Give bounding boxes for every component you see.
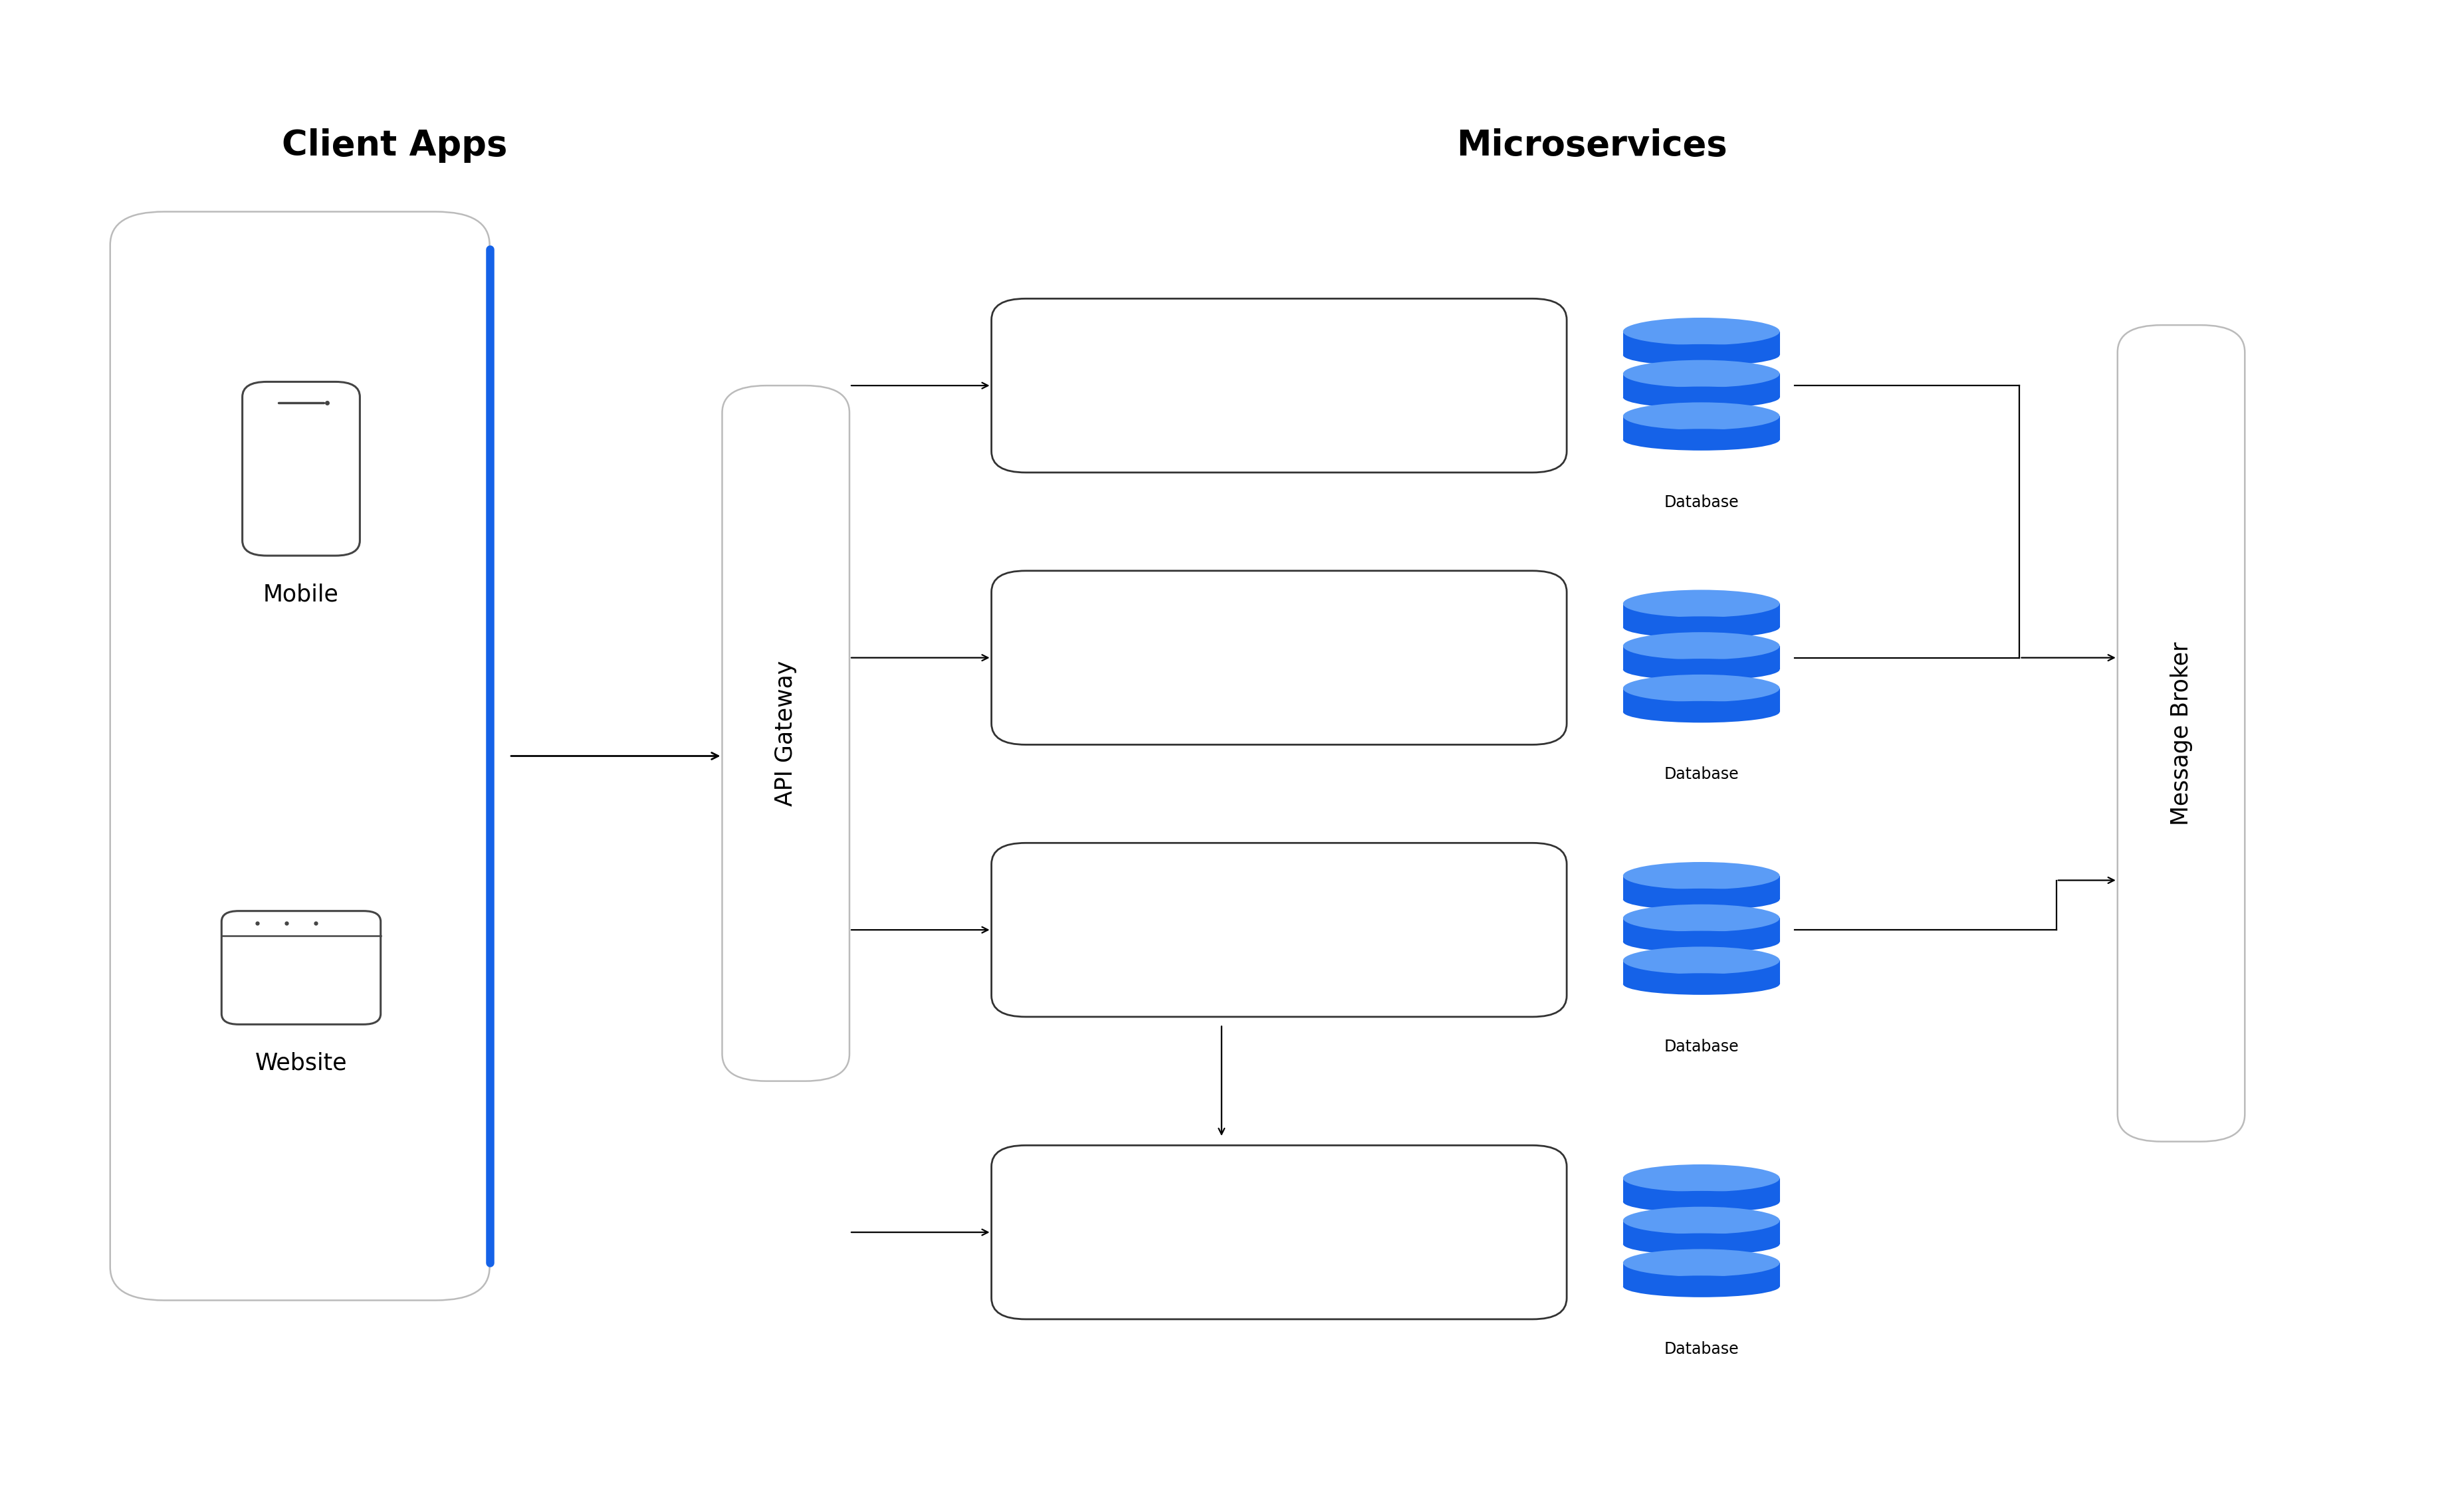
Bar [1623,1263,1780,1287]
Bar [1623,960,1780,984]
Ellipse shape [1623,974,1780,995]
Ellipse shape [1623,1191,1780,1213]
Ellipse shape [1623,345,1780,366]
Text: Message Broker: Message Broker [2169,641,2193,826]
Bar [1623,646,1780,670]
Text: Database: Database [1665,767,1738,783]
Bar [1623,918,1780,942]
Bar [1623,373,1780,398]
Text: Discount: Discount [1222,918,1337,942]
Text: Ordering: Ordering [1222,1220,1337,1244]
Text: Database: Database [1665,1341,1738,1358]
Bar [1623,688,1780,712]
FancyBboxPatch shape [242,383,360,556]
Ellipse shape [1623,387,1780,408]
Text: Catalog: Catalog [1229,373,1329,398]
Text: Client Apps: Client Apps [282,129,507,163]
Ellipse shape [1623,360,1780,387]
Ellipse shape [1623,674,1780,702]
FancyBboxPatch shape [2118,325,2245,1142]
Ellipse shape [1623,931,1780,953]
Ellipse shape [1623,947,1780,974]
Ellipse shape [1623,318,1780,345]
FancyBboxPatch shape [991,844,1567,1016]
Bar [1623,1178,1780,1202]
Ellipse shape [1623,429,1780,451]
Text: Database: Database [1665,494,1738,511]
Ellipse shape [1623,1234,1780,1255]
Ellipse shape [1623,1249,1780,1276]
Ellipse shape [1623,590,1780,617]
Ellipse shape [1623,1164,1780,1191]
Ellipse shape [1623,632,1780,659]
FancyBboxPatch shape [991,299,1567,472]
Ellipse shape [1623,659,1780,680]
Text: Shopping Cart: Shopping Cart [1187,646,1371,670]
Bar [1623,875,1780,900]
Ellipse shape [1623,617,1780,638]
FancyBboxPatch shape [991,1146,1567,1318]
Ellipse shape [1623,904,1780,931]
Text: Website: Website [255,1052,348,1074]
FancyBboxPatch shape [220,910,382,1025]
Ellipse shape [1623,1207,1780,1234]
Bar [1623,603,1780,627]
FancyBboxPatch shape [991,572,1567,745]
Text: Database: Database [1665,1039,1738,1055]
Ellipse shape [1623,1276,1780,1297]
Text: API Gateway: API Gateway [774,661,798,806]
Text: Microservices: Microservices [1457,129,1728,163]
Bar [1623,1220,1780,1244]
Ellipse shape [1623,862,1780,889]
Ellipse shape [1623,889,1780,910]
Ellipse shape [1623,402,1780,429]
FancyBboxPatch shape [722,386,849,1081]
Text: Mobile: Mobile [264,584,338,605]
Ellipse shape [1623,702,1780,723]
Bar [1623,416,1780,440]
FancyBboxPatch shape [110,212,490,1300]
Bar [1623,331,1780,355]
